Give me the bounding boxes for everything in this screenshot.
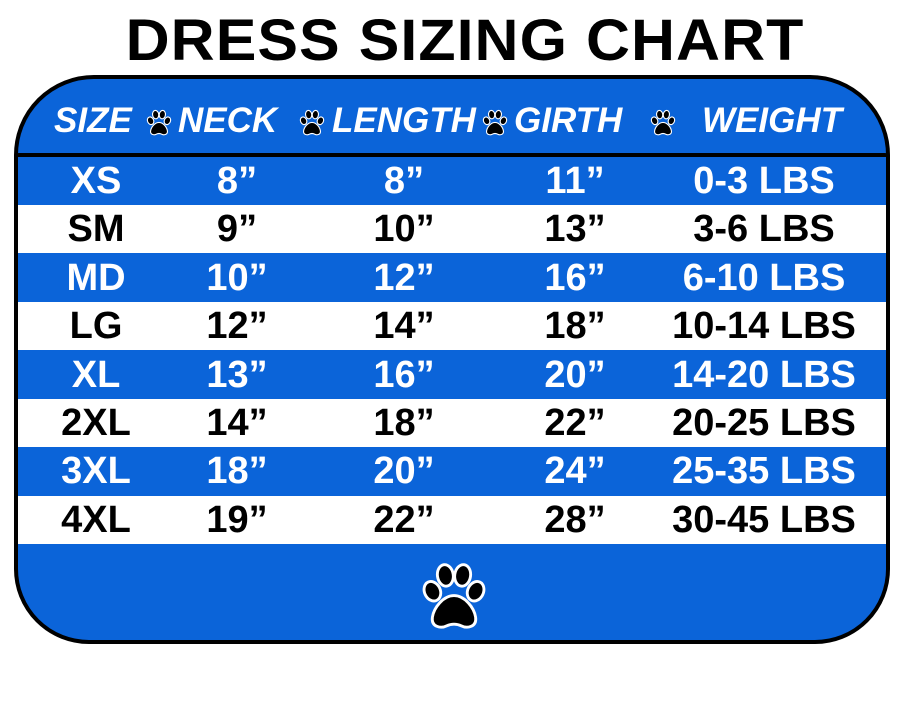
cell-neck: 13” <box>206 353 268 396</box>
cell-girth: 24” <box>544 450 606 493</box>
cell-girth: 11” <box>545 160 605 202</box>
cell-weight: 10-14 LBS <box>672 305 856 348</box>
paw-print-icon <box>649 109 677 136</box>
cell-neck: 9” <box>216 208 258 251</box>
cell-length: 10” <box>373 208 435 251</box>
cell-length: 14” <box>373 305 435 348</box>
header-girth: GIRTH <box>514 101 623 140</box>
table-row: 3XL 18” 20” 24” 25-35 LBS <box>18 447 886 496</box>
cell-length: 18” <box>373 402 435 444</box>
table-row: XS 8” 8” 11” 0-3 LBS <box>18 157 886 205</box>
cell-neck: 14” <box>206 402 268 444</box>
cell-weight: 30-45 LBS <box>672 498 856 541</box>
cell-size: LG <box>69 305 123 348</box>
cell-size: 4XL <box>61 498 131 541</box>
cell-weight: 14-20 LBS <box>672 353 856 396</box>
table-row: MD 10” 12” 16” 6-10 LBS <box>18 253 886 302</box>
cell-size: MD <box>66 256 126 299</box>
cell-size: XS <box>70 160 122 202</box>
cell-size: 3XL <box>61 450 131 493</box>
cell-length: 12” <box>373 256 435 299</box>
header-neck: NECK <box>178 101 278 140</box>
cell-length: 16” <box>373 353 435 396</box>
paw-print-icon <box>419 562 489 629</box>
cell-size: SM <box>67 208 125 251</box>
cell-neck: 18” <box>206 450 268 493</box>
cell-weight: 0-3 LBS <box>693 160 835 202</box>
cell-weight: 6-10 LBS <box>682 256 846 299</box>
chart-title: DRESS SIZING CHART <box>125 8 805 73</box>
cell-girth: 16” <box>544 256 606 299</box>
cell-weight: 3-6 LBS <box>693 208 835 251</box>
table-row: 4XL 19” 22” 28” 30-45 LBS <box>18 495 886 544</box>
cell-length: 20” <box>373 450 435 493</box>
paw-print-icon <box>145 109 173 136</box>
table-row: LG 12” 14” 18” 10-14 LBS <box>18 302 886 351</box>
header-length: LENGTH <box>332 101 476 140</box>
cell-girth: 18” <box>544 305 606 348</box>
header-size: SIZE <box>54 101 132 140</box>
cell-girth: 13” <box>544 208 606 251</box>
cell-weight: 20-25 LBS <box>672 402 856 444</box>
cell-length: 8” <box>383 160 425 202</box>
cell-neck: 8” <box>216 160 258 202</box>
paw-print-icon <box>298 109 326 136</box>
cell-girth: 20” <box>544 353 606 396</box>
cell-weight: 25-35 LBS <box>672 450 856 493</box>
paw-print-icon <box>481 109 509 136</box>
table-row: SM 9” 10” 13” 3-6 LBS <box>18 205 886 254</box>
table-row: XL 13” 16” 20” 14-20 LBS <box>18 350 886 399</box>
cell-neck: 10” <box>206 256 268 299</box>
cell-girth: 22” <box>544 402 606 444</box>
cell-size: 2XL <box>61 402 131 444</box>
cell-size: XL <box>71 353 121 396</box>
cell-length: 22” <box>373 498 435 541</box>
table-header: SIZE NECK LENGTH GIRTH WEIGHT <box>18 79 886 157</box>
cell-girth: 28” <box>544 498 606 541</box>
table-row: 2XL 14” 18” 22” 20-25 LBS <box>18 399 886 447</box>
cell-neck: 19” <box>206 498 268 541</box>
cell-neck: 12” <box>206 305 268 348</box>
header-weight: WEIGHT <box>702 101 842 140</box>
sizing-table: SIZE NECK LENGTH GIRTH WEIGHT XS 8” 8” 11” 0… <box>14 75 890 644</box>
